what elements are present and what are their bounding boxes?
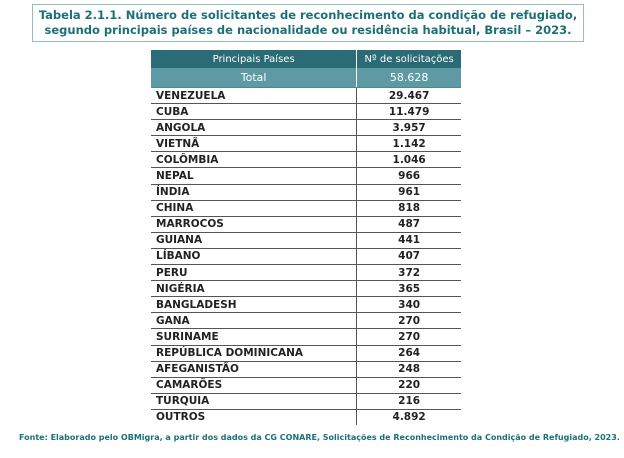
country-cell: TURQUIA [151,393,358,410]
requests-cell: 248 [356,361,461,378]
country-cell: MARROCOS [151,216,358,233]
country-cell: VIETNÃ [151,135,358,153]
country-cell: PERU [151,264,358,282]
country-cell: CUBA [151,103,358,121]
table-row: TURQUIA 216 [151,393,461,410]
requests-cell: 270 [356,312,461,330]
refugee-requests-table: Principais Países Nº de solicitações Tot… [151,50,461,425]
country-cell: NEPAL [151,167,358,185]
country-cell: ANGOLA [151,119,358,137]
table-row: CHINA 818 [151,200,461,217]
table-row: BANGLADESH 340 [151,296,461,314]
requests-cell: 966 [356,167,461,185]
table-row: PERU 372 [151,264,461,282]
requests-cell: 407 [356,248,461,266]
total-label: Total [151,68,358,88]
requests-cell: 340 [356,296,461,314]
country-cell: AFEGANISTÃO [151,361,358,378]
requests-cell: 270 [356,328,461,346]
country-cell: CAMARÕES [151,377,358,394]
table-row: CUBA 11.479 [151,103,461,121]
country-cell: SURINAME [151,328,358,346]
requests-cell: 216 [356,393,461,410]
country-cell: GUIANA [151,232,358,249]
table-row: NEPAL 966 [151,167,461,185]
requests-cell: 1.046 [356,151,461,169]
table-row: GUIANA 441 [151,232,461,249]
requests-cell: 4.892 [392,411,426,424]
table-title-line1: Tabela 2.1.1. Número de solicitantes de … [38,8,578,22]
requests-cell: 365 [356,280,461,298]
table-row: VIETNÃ 1.142 [151,135,461,153]
table-row: OUTROS 4.892 [151,409,461,425]
table-row: NIGÉRIA 365 [151,280,461,298]
table-title: Tabela 2.1.1. Número de solicitantes de … [32,4,584,42]
country-cell: LÍBANO [151,248,358,266]
table-row: MARROCOS 487 [151,216,461,233]
table-row: LÍBANO 407 [151,248,461,266]
country-cell: COLÔMBIA [151,151,358,169]
requests-cell: 1.142 [356,135,461,153]
country-cell: BANGLADESH [151,296,358,314]
country-cell: VENEZUELA [151,87,358,105]
country-cell: NIGÉRIA [151,280,358,298]
country-cell: OUTROS [151,409,358,425]
table-row: AFEGANISTÃO 248 [151,361,461,378]
table-row: SURINAME 270 [151,328,461,346]
table-row: GANA 270 [151,312,461,330]
requests-cell: 264 [356,345,461,362]
table-row: CAMARÕES 220 [151,377,461,394]
total-value: 58.628 [356,68,461,88]
country-cell: CHINA [151,200,358,217]
country-cell: GANA [151,312,358,330]
requests-cell: 372 [356,264,461,282]
header-requests: Nº de solicitações [356,50,461,68]
table-header-row: Principais Países Nº de solicitações [151,50,461,68]
table-row: ÍNDIA 961 [151,184,461,201]
table-title-line2: segundo principais países de nacionalida… [44,23,572,37]
total-row: Total 58.628 [151,68,461,88]
country-cell: REPÚBLICA DOMINICANA [151,345,358,362]
table-row: ANGOLA 3.957 [151,119,461,137]
country-cell: ÍNDIA [151,184,358,201]
requests-cell: 487 [356,216,461,233]
header-countries: Principais Países [151,50,358,68]
table-row: REPÚBLICA DOMINICANA 264 [151,345,461,362]
requests-cell: 961 [356,184,461,201]
source-footnote: Fonte: Elaborado pelo OBMigra, a partir … [19,433,620,442]
requests-cell: 3.957 [356,119,461,137]
requests-cell: 220 [356,377,461,394]
requests-cell: 29.467 [356,87,461,105]
requests-cell: 818 [356,200,461,217]
table-row: VENEZUELA 29.467 [151,87,461,105]
requests-cell: 441 [356,232,461,249]
requests-cell: 11.479 [356,103,461,121]
table-row: COLÔMBIA 1.046 [151,151,461,169]
